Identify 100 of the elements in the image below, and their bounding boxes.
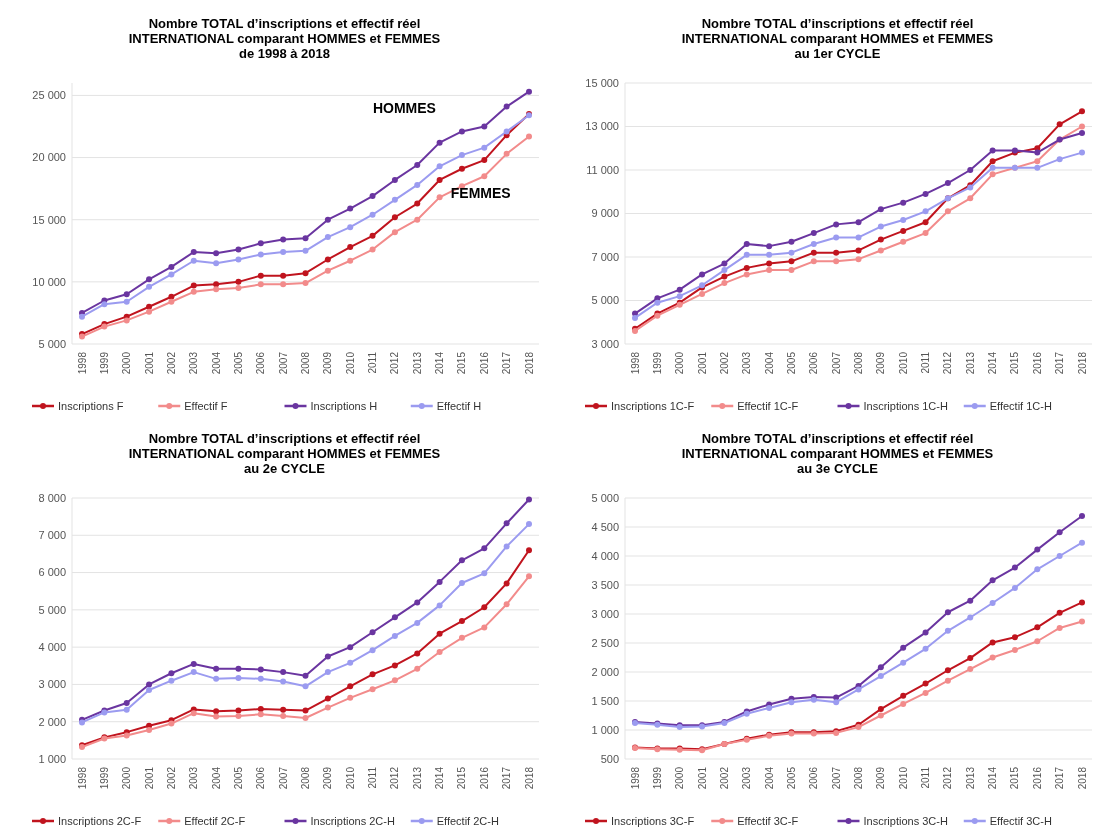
x-tick-label: 2000 [674, 766, 686, 790]
x-tick-label: 2001 [143, 351, 155, 375]
x-tick-label: 1998 [76, 766, 88, 790]
point [810, 240, 817, 247]
point [481, 570, 488, 577]
point [503, 601, 510, 608]
point [280, 713, 287, 720]
point [257, 711, 264, 718]
point [788, 699, 795, 706]
point [481, 604, 488, 611]
point [877, 706, 884, 713]
point [213, 713, 220, 720]
point [989, 147, 996, 154]
x-tick-label: 2002 [718, 766, 730, 790]
point [526, 496, 532, 503]
point [414, 599, 421, 606]
point [347, 644, 354, 651]
point [414, 200, 421, 207]
point [324, 256, 331, 263]
point [190, 249, 197, 256]
point [989, 158, 996, 165]
x-tick-label: 2016 [1031, 351, 1043, 375]
point [213, 286, 220, 293]
point [235, 707, 242, 714]
point [391, 614, 398, 621]
x-tick-label: 2012 [942, 351, 954, 375]
legend-label: Inscriptions F [58, 399, 124, 412]
point [369, 629, 376, 636]
point [1011, 584, 1018, 591]
point [1056, 553, 1063, 559]
point [257, 706, 264, 713]
x-tick-label: 2003 [741, 766, 753, 790]
legend-label: Inscriptions 1C-H [863, 399, 948, 412]
point [788, 238, 795, 245]
point [481, 123, 488, 130]
x-tick-label: 2006 [255, 766, 267, 790]
y-tick-label: 5 000 [591, 491, 619, 504]
point [391, 229, 398, 236]
point [190, 257, 197, 264]
x-tick-label: 2005 [785, 351, 797, 375]
point [391, 214, 398, 221]
point [1056, 529, 1063, 536]
point [190, 282, 197, 289]
point [855, 247, 862, 254]
point [235, 285, 242, 292]
x-tick-label: 2006 [255, 351, 267, 375]
x-tick-label: 2003 [188, 766, 200, 790]
point [922, 645, 929, 652]
x-tick-label: 2003 [188, 351, 200, 375]
point [280, 249, 287, 256]
point [257, 666, 264, 673]
y-tick-label: 3 500 [591, 578, 619, 591]
point [1056, 624, 1063, 631]
point [1056, 156, 1063, 163]
x-tick-label: 2010 [897, 766, 909, 790]
point [146, 726, 153, 733]
point [944, 609, 951, 616]
point [877, 712, 884, 719]
x-tick-label: 2005 [232, 351, 244, 375]
point [213, 665, 220, 672]
x-tick-label: 2015 [1009, 766, 1021, 790]
x-tick-label: 2011 [367, 766, 379, 789]
y-tick-label: 7 000 [591, 250, 619, 263]
x-tick-label: 2018 [523, 766, 535, 790]
point [1079, 149, 1085, 156]
point [877, 236, 884, 243]
point [369, 193, 376, 200]
x-tick-label: 2002 [165, 766, 177, 790]
point [458, 128, 465, 135]
point [900, 644, 907, 651]
point [414, 619, 421, 626]
point [922, 629, 929, 636]
point [302, 247, 309, 254]
point [989, 639, 996, 646]
legend-label: Effectif F [184, 399, 228, 412]
point [967, 597, 974, 604]
x-tick-label: 1998 [629, 766, 641, 790]
point [146, 687, 153, 694]
y-tick-label: 1 500 [591, 694, 619, 707]
x-tick-label: 2014 [434, 766, 446, 790]
legend-label: Inscriptions 2C-F [58, 814, 142, 827]
y-tick-label: 5 000 [591, 294, 619, 307]
legend-label: Effectif 1C-F [737, 399, 799, 412]
point [123, 298, 130, 305]
point [1034, 566, 1041, 573]
point [1034, 145, 1041, 152]
point [481, 173, 488, 180]
point [123, 700, 130, 707]
point [436, 578, 443, 585]
point [1034, 624, 1041, 631]
chart-title: Nombre TOTAL d’inscriptions et effectif réel INTERNATIONAL comparant HOMMES et FEMMES au 1er CYCLE [681, 16, 994, 61]
annotation: FEMMES [450, 184, 511, 201]
point [503, 150, 510, 157]
legend-label: Effectif H [436, 399, 482, 412]
point [967, 655, 974, 662]
point [788, 249, 795, 256]
y-tick-label: 7 000 [38, 529, 66, 542]
x-tick-label: 2007 [830, 351, 842, 375]
x-tick-label: 2004 [763, 766, 775, 790]
y-tick-label: 15 000 [585, 76, 619, 89]
